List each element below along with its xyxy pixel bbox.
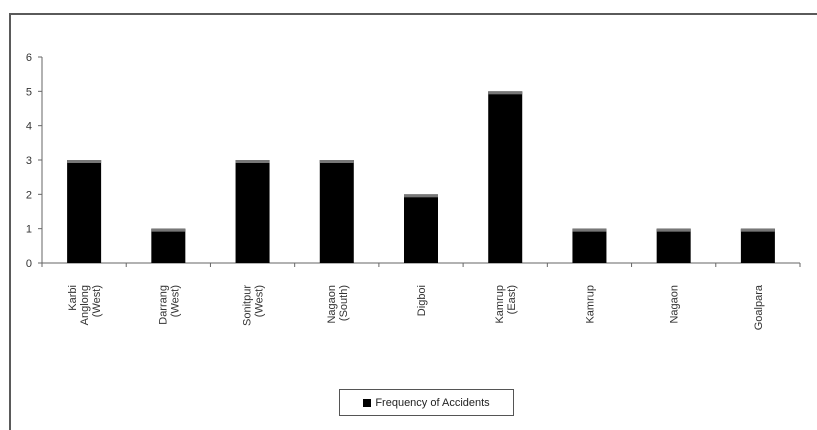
y-tick-label: 6 xyxy=(26,52,32,64)
chart-frame xyxy=(9,13,817,430)
bar-top-edge xyxy=(404,194,438,198)
bar xyxy=(67,160,102,263)
bar-top-edge xyxy=(235,160,270,163)
bar-top-edge xyxy=(488,91,523,95)
x-category-label: Digboi xyxy=(416,285,428,316)
bar xyxy=(319,160,354,263)
bar-top-edge xyxy=(740,228,775,232)
x-category-label: (East) xyxy=(506,285,518,314)
legend: Frequency of Accidents xyxy=(339,389,514,416)
y-tick-label: 5 xyxy=(26,86,32,98)
y-tick-label: 4 xyxy=(26,121,32,133)
bar xyxy=(740,228,775,263)
bar-top-edge xyxy=(656,228,691,232)
x-category-label: Anglong xyxy=(79,285,91,325)
x-category-label: Kamrup xyxy=(584,285,596,324)
x-category-label: Darrang xyxy=(157,285,169,325)
bar xyxy=(235,160,270,263)
bar-top-edge xyxy=(319,160,354,163)
legend-label: Frequency of Accidents xyxy=(375,396,490,409)
x-category-label: Nagaon xyxy=(326,285,338,324)
bar-top-edge xyxy=(572,228,607,232)
bar xyxy=(488,91,523,263)
bar xyxy=(656,228,691,263)
bar-top-edge xyxy=(151,228,186,232)
y-tick-label: 2 xyxy=(26,189,32,201)
y-tick-label: 1 xyxy=(26,224,32,236)
x-category-label: (West) xyxy=(169,285,181,317)
bar xyxy=(404,194,438,263)
x-category-label: (West) xyxy=(91,285,103,317)
bar xyxy=(572,228,607,263)
bar-top-edge xyxy=(67,160,102,163)
bar xyxy=(151,228,186,263)
x-category-label: Goalpara xyxy=(753,284,765,330)
x-category-label: Kamrup xyxy=(494,285,506,324)
x-category-label: (West) xyxy=(254,285,266,317)
y-tick-label: 0 xyxy=(26,258,32,270)
legend-swatch xyxy=(363,398,372,407)
y-tick-label: 3 xyxy=(26,155,32,167)
x-category-label: Sonitpur xyxy=(242,285,254,326)
x-category-label: (South) xyxy=(338,285,350,321)
x-category-label: Nagaon xyxy=(669,285,681,324)
x-category-label: Karbi xyxy=(67,285,79,311)
